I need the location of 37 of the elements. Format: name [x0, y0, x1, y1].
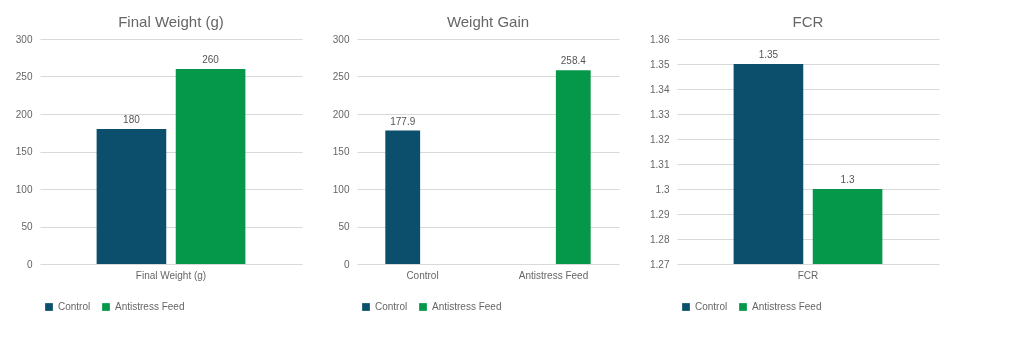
y-tick-label: 1.27 [650, 258, 670, 270]
y-tick-label: 1.36 [650, 33, 670, 45]
y-tick-label: 1.29 [650, 208, 670, 220]
y-tick-label: 250 [15, 71, 33, 82]
y-tick-label: 200 [332, 108, 350, 120]
y-tick-label: 0 [26, 258, 33, 270]
legend-label: Control [695, 301, 728, 312]
y-tick-label: 100 [332, 183, 350, 195]
y-tick-label: 1.3 [655, 183, 670, 195]
data-label: 258.4 [560, 55, 587, 67]
y-tick-label: 1.31 [650, 158, 670, 170]
legend-label: Antistress Feed [432, 301, 502, 312]
data-label: 1.35 [758, 49, 779, 60]
legend-label: Antistress Feed [115, 301, 185, 312]
y-tick-label: 300 [15, 33, 33, 45]
data-label: 1.3 [840, 174, 855, 185]
y-tick-label: 250 [332, 71, 350, 82]
y-tick-label: 150 [332, 146, 350, 157]
legend-label: Control [375, 301, 408, 312]
y-tick-label: 300 [332, 33, 350, 45]
chart-title: Weight Gain [446, 13, 530, 30]
y-tick-label: 50 [21, 221, 33, 232]
data-label: 180 [123, 114, 141, 125]
y-tick-label: 50 [338, 221, 350, 232]
y-tick-label: 1.28 [650, 233, 670, 245]
y-tick-label: 1.34 [650, 83, 670, 95]
legend-label: Control [58, 301, 91, 312]
data-label: 177.9 [390, 115, 416, 127]
y-tick-label: 0 [343, 258, 350, 270]
legend-label: Antistress Feed [752, 301, 822, 312]
data-label: 260 [202, 54, 220, 65]
y-tick-label: 1.35 [650, 58, 670, 70]
y-tick-label: 200 [15, 108, 33, 120]
y-tick-label: 150 [15, 146, 33, 157]
y-tick-label: 100 [15, 183, 33, 195]
y-tick-label: 1.32 [650, 133, 670, 145]
y-tick-label: 1.33 [650, 108, 670, 120]
